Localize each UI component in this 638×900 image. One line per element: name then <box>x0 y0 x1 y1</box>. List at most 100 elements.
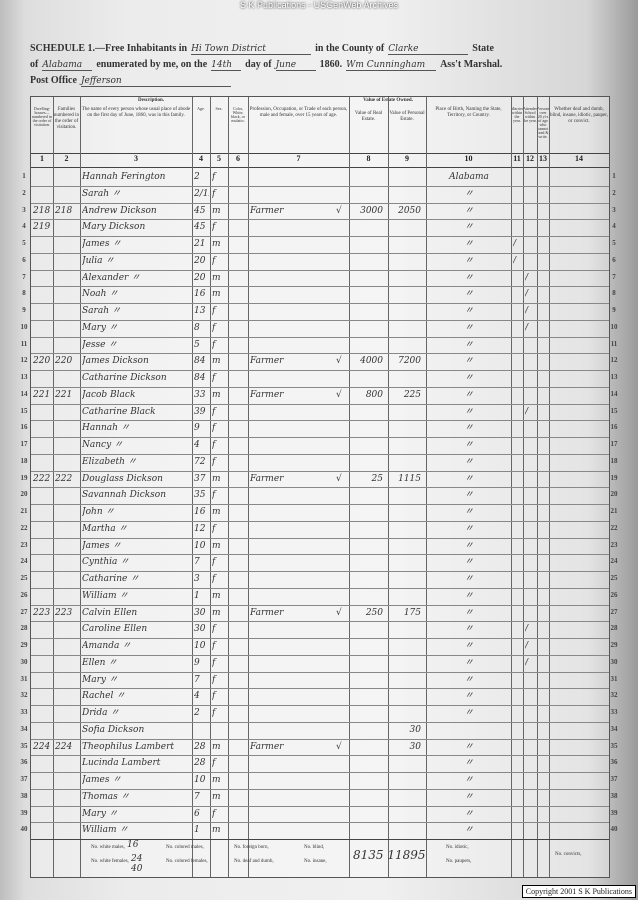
family-number <box>55 521 79 537</box>
line-number: 22 <box>20 523 28 532</box>
age: 4 <box>194 440 200 450</box>
birthplace: 〃 <box>464 523 474 534</box>
sex: f <box>212 172 216 182</box>
age: 39 <box>194 406 206 417</box>
dwelling-number <box>33 337 52 353</box>
age: 10 <box>194 641 206 651</box>
table-row: James 〃 21 m 〃 / <box>31 236 609 253</box>
post-office-value: Jefferson <box>80 76 231 87</box>
sex: f <box>212 674 216 685</box>
age: 28 <box>194 741 206 752</box>
age: 30 <box>194 607 206 618</box>
family-number <box>55 789 79 805</box>
age: 12 <box>194 523 206 534</box>
line-number: 13 <box>610 373 618 381</box>
age: 45 <box>194 205 206 216</box>
family-number <box>55 638 79 654</box>
copyright-notice: Copyright 2001 S K Publications <box>521 885 636 898</box>
personal-estate-value <box>390 186 421 202</box>
check-mark: √ <box>336 389 342 400</box>
occupation <box>250 504 330 520</box>
person-name: Noah 〃 <box>82 289 119 300</box>
person-name: Lucinda Lambert <box>82 758 161 769</box>
sex: f <box>212 339 216 350</box>
attended-school <box>525 236 536 252</box>
column-number-10: 10 <box>464 154 473 163</box>
insane-label: No. insane, <box>304 859 327 864</box>
table-row: Julia 〃 20 f 〃 / <box>31 253 609 270</box>
attended-school <box>525 688 536 704</box>
check-mark <box>336 521 348 537</box>
dwelling-number <box>33 722 52 738</box>
married-in-year <box>513 504 522 520</box>
occupation <box>250 822 330 838</box>
age: 20 <box>194 255 206 266</box>
personal-estate-value <box>390 705 421 721</box>
line-number: 7 <box>612 272 616 281</box>
age: 21 <box>194 239 206 249</box>
column-number-4: 4 <box>199 154 203 163</box>
age: 2 <box>194 708 200 718</box>
sex: m <box>212 473 221 484</box>
age: 9 <box>194 423 200 434</box>
dwelling-number: 222 <box>33 473 51 484</box>
attended-school <box>525 739 536 755</box>
line-number: 23 <box>20 540 28 549</box>
sex: m <box>212 356 221 367</box>
married-in-year <box>513 454 522 470</box>
person-name: Jesse 〃 <box>82 339 118 350</box>
column-number-13: 13 <box>539 154 547 163</box>
check-mark <box>336 253 348 269</box>
check-mark <box>336 772 348 788</box>
check-mark: √ <box>336 473 342 484</box>
day-of-label: day of <box>245 59 272 70</box>
personal-estate-value <box>390 487 421 503</box>
dwelling-number <box>33 437 52 453</box>
column-rule <box>426 97 427 877</box>
age: 5 <box>194 339 200 350</box>
age: 10 <box>194 775 206 785</box>
age: 7 <box>194 557 200 568</box>
line-number: 1 <box>612 172 616 180</box>
line-number: 23 <box>610 540 618 549</box>
married-in-year <box>513 755 522 771</box>
person-name: Sofia Dickson <box>82 724 145 735</box>
personal-estate-value <box>390 554 421 570</box>
line-number: 9 <box>22 306 26 314</box>
real-estate-value <box>351 404 383 420</box>
dwelling-number <box>33 270 52 286</box>
line-number: 27 <box>20 607 28 616</box>
real-estate-value <box>351 554 383 570</box>
column-header-3: The name of every person whose usual pla… <box>81 107 191 118</box>
occupation <box>250 755 330 771</box>
column-number-14: 14 <box>575 154 583 163</box>
married-in-year <box>513 538 522 554</box>
occupation <box>250 286 330 302</box>
occupation <box>250 722 330 738</box>
family-number <box>55 655 79 671</box>
check-mark <box>336 705 348 721</box>
group-description: Description. <box>138 98 164 103</box>
day-value: 14th <box>211 60 242 71</box>
dwelling-number <box>33 688 52 704</box>
attended-school <box>525 203 536 219</box>
dwelling-number <box>33 806 52 822</box>
sex: f <box>212 758 216 769</box>
occupation <box>250 655 330 671</box>
married-in-year <box>513 420 522 436</box>
sex: f <box>212 557 216 568</box>
column-header-7: Profession, Occupation, or Trade of each… <box>249 107 348 118</box>
attended-school <box>525 571 536 587</box>
table-row: Drida 〃 2 f 〃 <box>31 705 609 722</box>
attended-school <box>525 588 536 604</box>
real-estate-value <box>351 370 383 386</box>
personal-estate-value <box>390 638 421 654</box>
person-name: Cynthia 〃 <box>82 557 130 568</box>
married-in-year <box>513 806 522 822</box>
married-in-year <box>513 789 522 805</box>
column-number-7: 7 <box>296 154 301 163</box>
birthplace: 〃 <box>464 708 474 718</box>
column-rule <box>549 97 550 877</box>
family-number <box>55 705 79 721</box>
person-name: Savannah Dickson <box>82 490 167 501</box>
